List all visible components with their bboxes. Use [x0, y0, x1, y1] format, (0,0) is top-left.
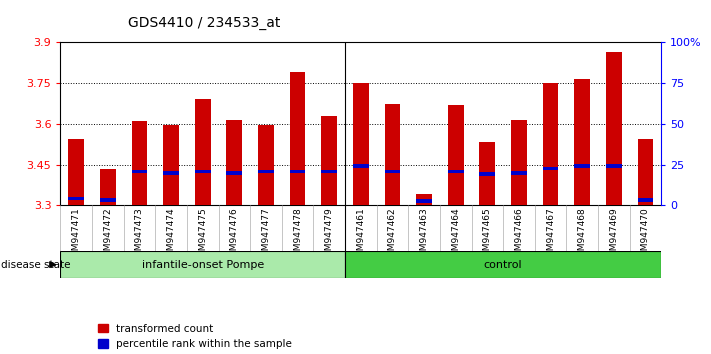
Text: GSM947473: GSM947473	[135, 207, 144, 262]
Bar	[100, 169, 116, 205]
Bar	[606, 52, 621, 205]
Text: GSM947479: GSM947479	[325, 207, 333, 262]
Text: control: control	[483, 259, 523, 270]
Bar	[479, 142, 496, 205]
Bar	[68, 197, 84, 200]
Text: GDS4410 / 234533_at: GDS4410 / 234533_at	[128, 16, 280, 30]
Bar	[448, 170, 464, 173]
Bar	[289, 170, 306, 173]
Bar	[100, 198, 116, 202]
Text: GSM947468: GSM947468	[577, 207, 587, 262]
Text: GSM947476: GSM947476	[230, 207, 239, 262]
Text: GSM947462: GSM947462	[388, 207, 397, 262]
Text: GSM947466: GSM947466	[515, 207, 523, 262]
Bar	[132, 170, 147, 173]
Text: GSM947470: GSM947470	[641, 207, 650, 262]
Bar	[132, 121, 147, 205]
Bar	[542, 83, 558, 205]
Text: GSM947475: GSM947475	[198, 207, 207, 262]
Bar	[164, 171, 179, 175]
Text: GSM947478: GSM947478	[293, 207, 302, 262]
Text: GSM947474: GSM947474	[166, 207, 176, 262]
Bar	[353, 83, 369, 205]
Bar	[385, 103, 400, 205]
Bar	[289, 72, 306, 205]
Bar	[258, 170, 274, 173]
Bar	[385, 170, 400, 173]
Bar	[416, 194, 432, 205]
Bar	[542, 167, 558, 170]
Text: GSM947461: GSM947461	[356, 207, 365, 262]
Bar	[511, 120, 527, 205]
Text: GSM947467: GSM947467	[546, 207, 555, 262]
Bar	[321, 116, 337, 205]
Bar	[195, 170, 210, 173]
Bar	[226, 171, 242, 175]
Bar	[479, 172, 496, 176]
Bar	[511, 171, 527, 175]
Bar	[606, 164, 621, 168]
Bar	[416, 200, 432, 203]
Bar	[321, 170, 337, 173]
Bar	[345, 251, 661, 278]
Bar	[226, 120, 242, 205]
Legend: transformed count, percentile rank within the sample: transformed count, percentile rank withi…	[97, 324, 292, 349]
Bar	[574, 79, 590, 205]
Text: GSM947471: GSM947471	[72, 207, 81, 262]
Text: GSM947464: GSM947464	[451, 207, 460, 262]
Bar	[164, 125, 179, 205]
Text: GSM947463: GSM947463	[419, 207, 429, 262]
Text: GSM947469: GSM947469	[609, 207, 619, 262]
Bar	[638, 198, 653, 202]
Bar	[353, 164, 369, 168]
Text: infantile-onset Pompe: infantile-onset Pompe	[141, 259, 264, 270]
Bar	[448, 105, 464, 205]
Text: disease state: disease state	[1, 259, 70, 270]
Bar	[195, 99, 210, 205]
Bar	[60, 251, 345, 278]
Bar	[68, 139, 84, 205]
Text: GSM947477: GSM947477	[262, 207, 270, 262]
Text: GSM947465: GSM947465	[483, 207, 492, 262]
Bar	[574, 164, 590, 168]
Text: GSM947472: GSM947472	[103, 207, 112, 262]
Bar	[258, 125, 274, 205]
Bar	[638, 139, 653, 205]
